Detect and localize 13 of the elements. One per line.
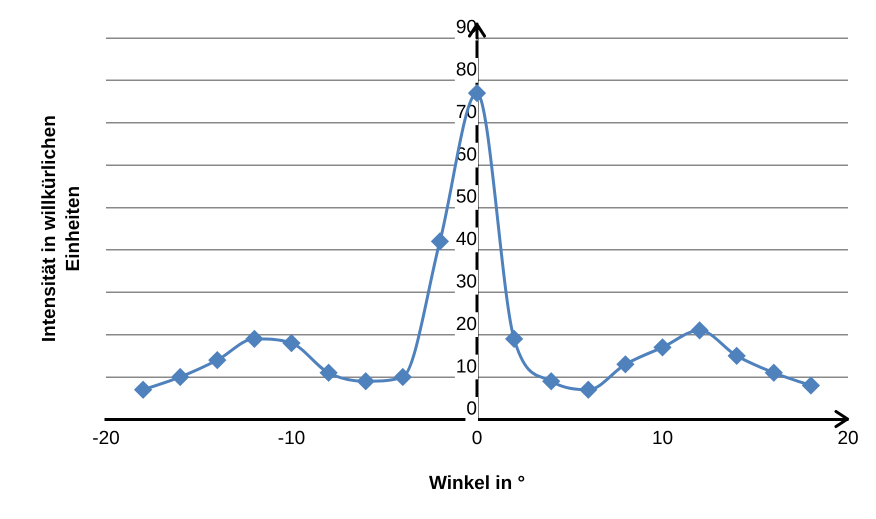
x-tick-label: 20 (837, 428, 859, 450)
x-tick-label: -10 (278, 428, 306, 450)
y-tick-label: 30 (456, 272, 477, 292)
y-tick-label: 20 (456, 314, 477, 335)
y-tick-label: 40 (456, 229, 477, 250)
y-tick-label: 0 (466, 398, 477, 420)
y-tick-label: 50 (456, 186, 477, 208)
x-axis-title: Winkel in ° (428, 472, 526, 494)
y-tick-label: 10 (456, 356, 477, 378)
x-tick-label: 10 (652, 428, 674, 450)
y-axis-title: Intensität in willkürlichen Einheiten (39, 115, 84, 342)
x-tick-label: -20 (92, 428, 120, 450)
y-tick-label: 80 (456, 60, 477, 81)
